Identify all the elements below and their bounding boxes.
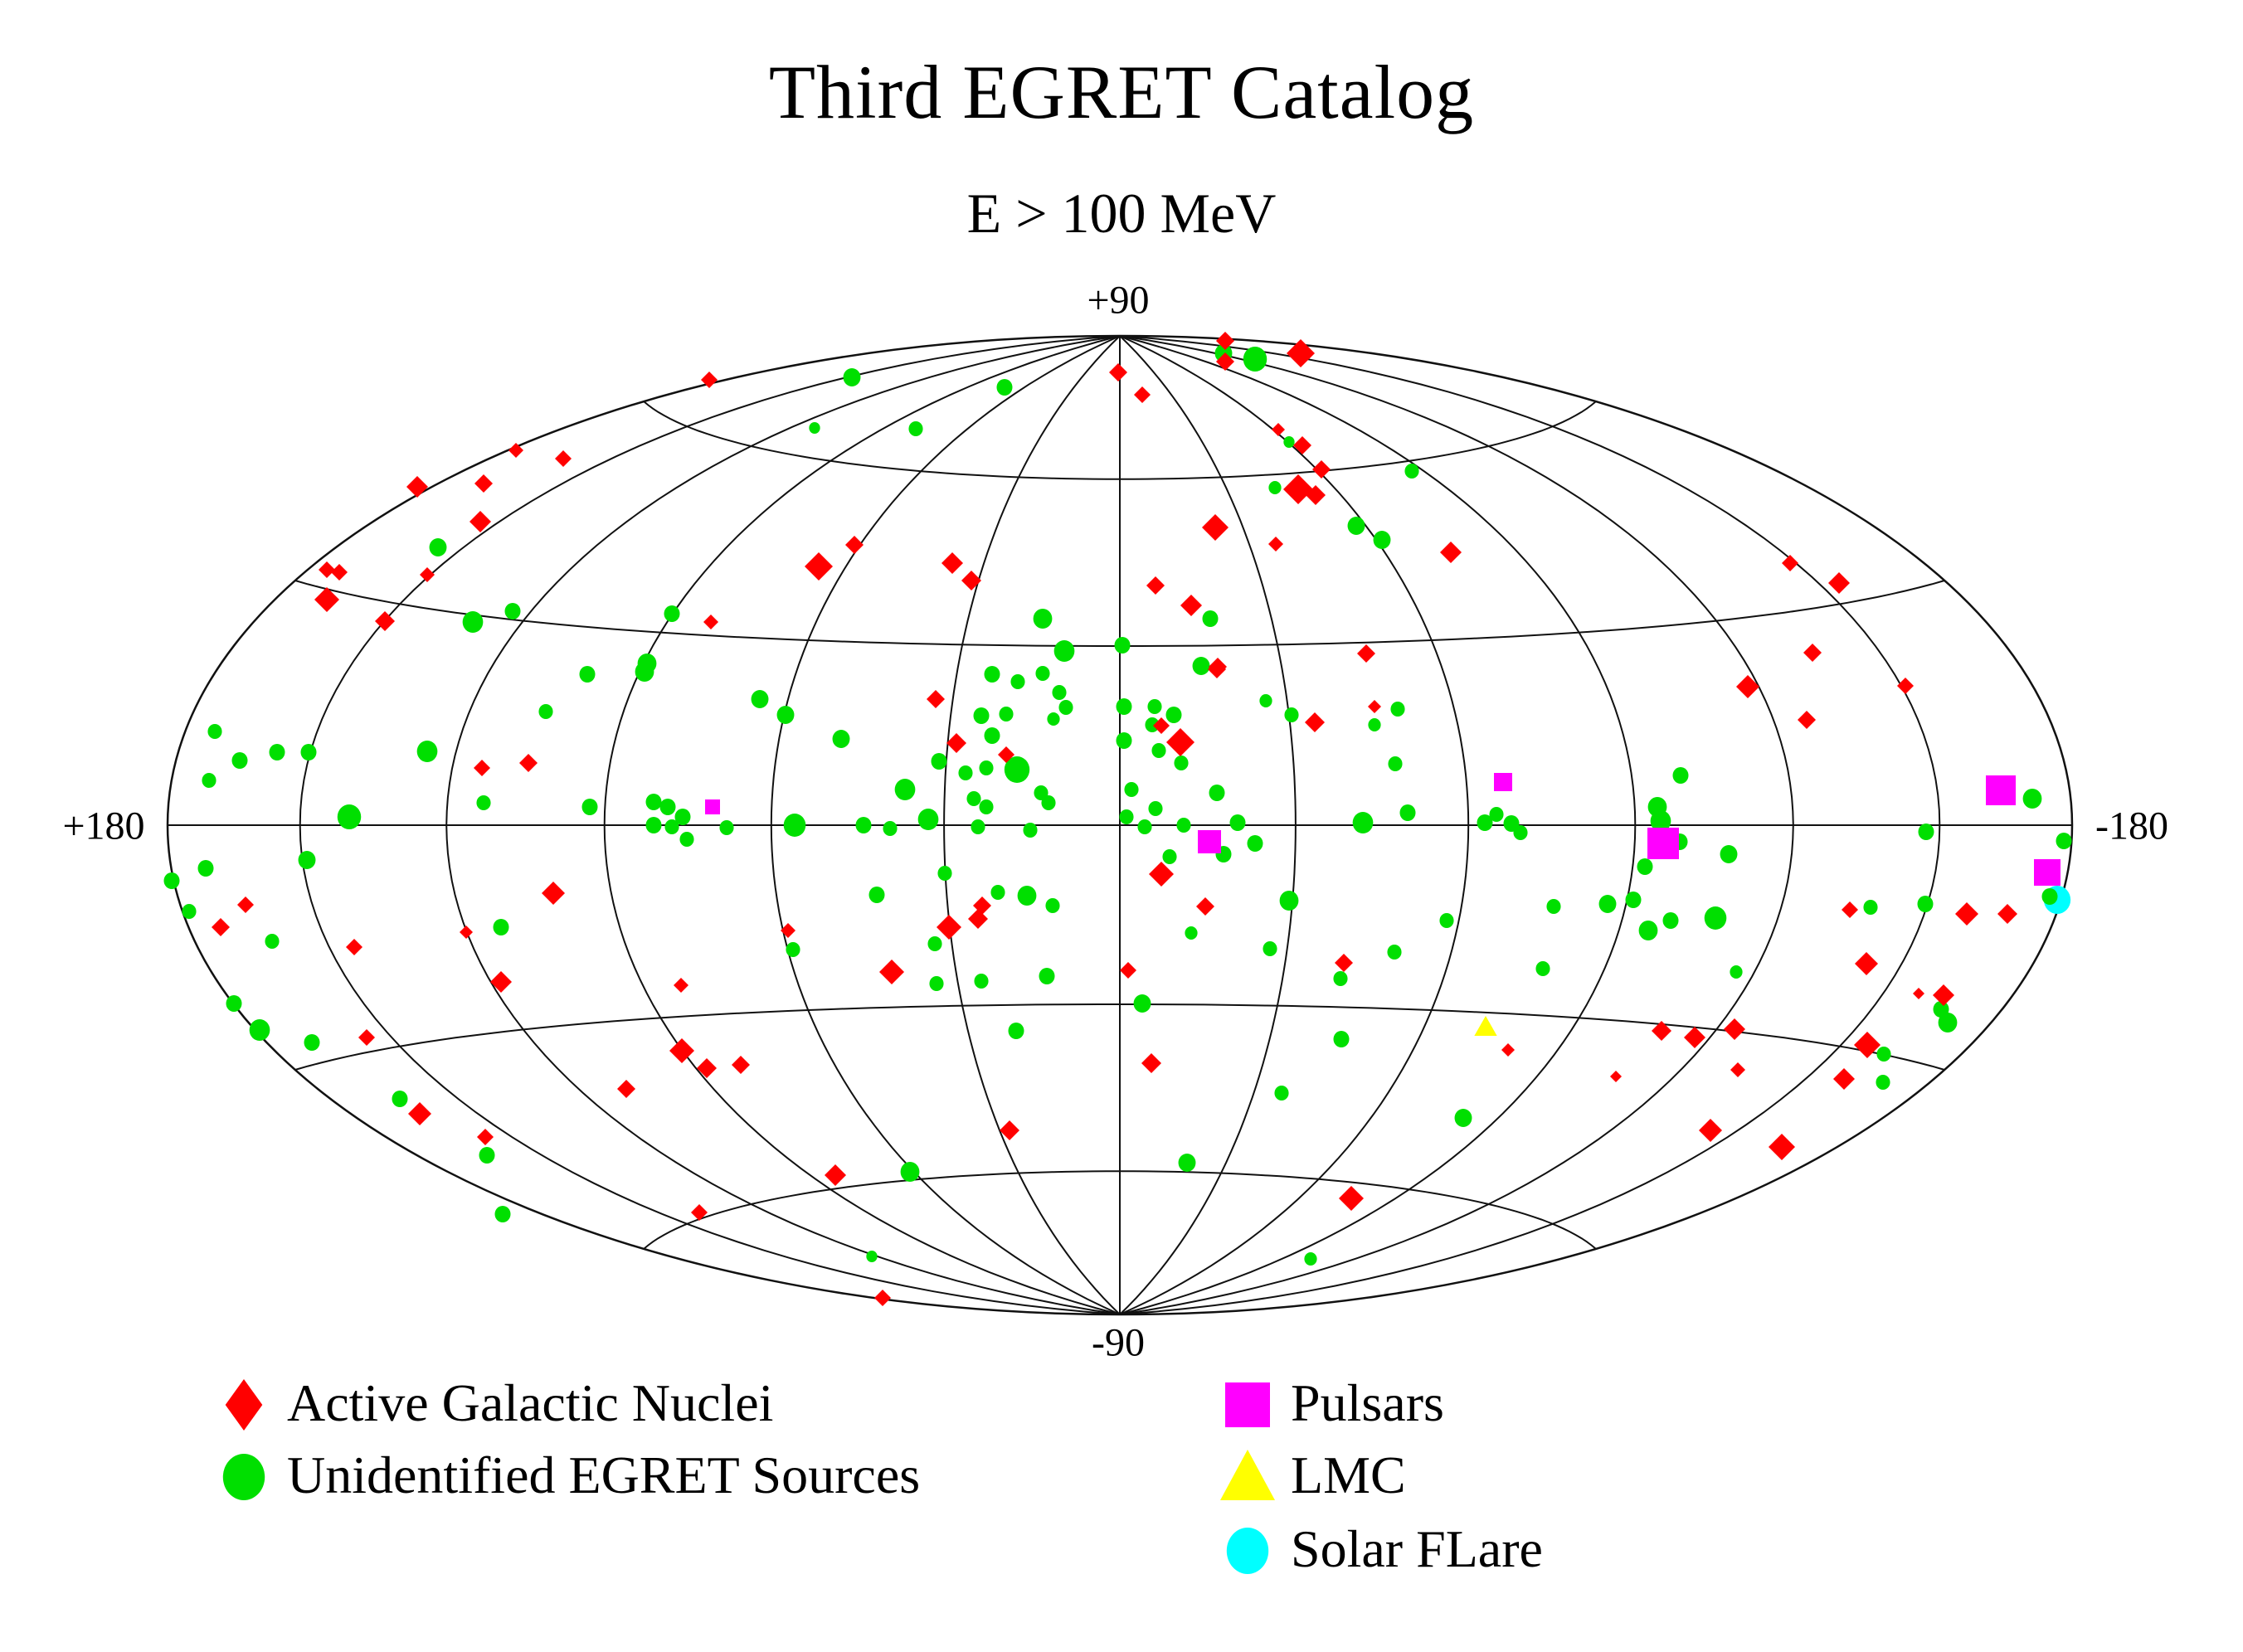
legend-label-pulsars: Pulsars: [1291, 1373, 1444, 1432]
lmc-triangle-icon: [1216, 1444, 1279, 1507]
axis-label-minus90: -90: [1092, 1320, 1145, 1365]
series-unidentified-egret-sources: [163, 344, 2072, 1266]
chart-title: Third EGRET Catalog: [768, 50, 1475, 134]
legend-label-lmc: LMC: [1291, 1446, 1406, 1504]
legend-item-pulsars: Pulsars: [1216, 1368, 1444, 1438]
legend-label-agn: Active Galactic Nuclei: [287, 1373, 774, 1432]
axis-label-plus180: +180: [62, 804, 145, 848]
legend-label-solar-flare: Solar FLare: [1291, 1519, 1543, 1578]
legend-item-agn: Active Galactic Nuclei: [212, 1368, 773, 1438]
unidentified-circle-icon: [212, 1444, 275, 1507]
agn-diamond-icon: [212, 1372, 275, 1435]
axis-label-minus180: -180: [2095, 804, 2168, 848]
legend-item-lmc: LMC: [1216, 1441, 1406, 1510]
solar-flare-circle-icon: [1216, 1518, 1279, 1581]
series-pulsars: [705, 773, 2061, 886]
legend-label-unidentified: Unidentified EGRET Sources: [287, 1446, 921, 1504]
series-active-galactic-nuclei: [212, 332, 2017, 1306]
chart-subtitle: E > 100 MeV: [966, 182, 1277, 245]
axis-label-plus90: +90: [1087, 278, 1150, 323]
pulsar-square-icon: [1216, 1372, 1279, 1435]
legend-item-unidentified: Unidentified EGRET Sources: [212, 1441, 920, 1510]
legend-item-solar-flare: Solar FLare: [1216, 1514, 1543, 1584]
series-lmc: [1474, 1016, 1497, 1037]
